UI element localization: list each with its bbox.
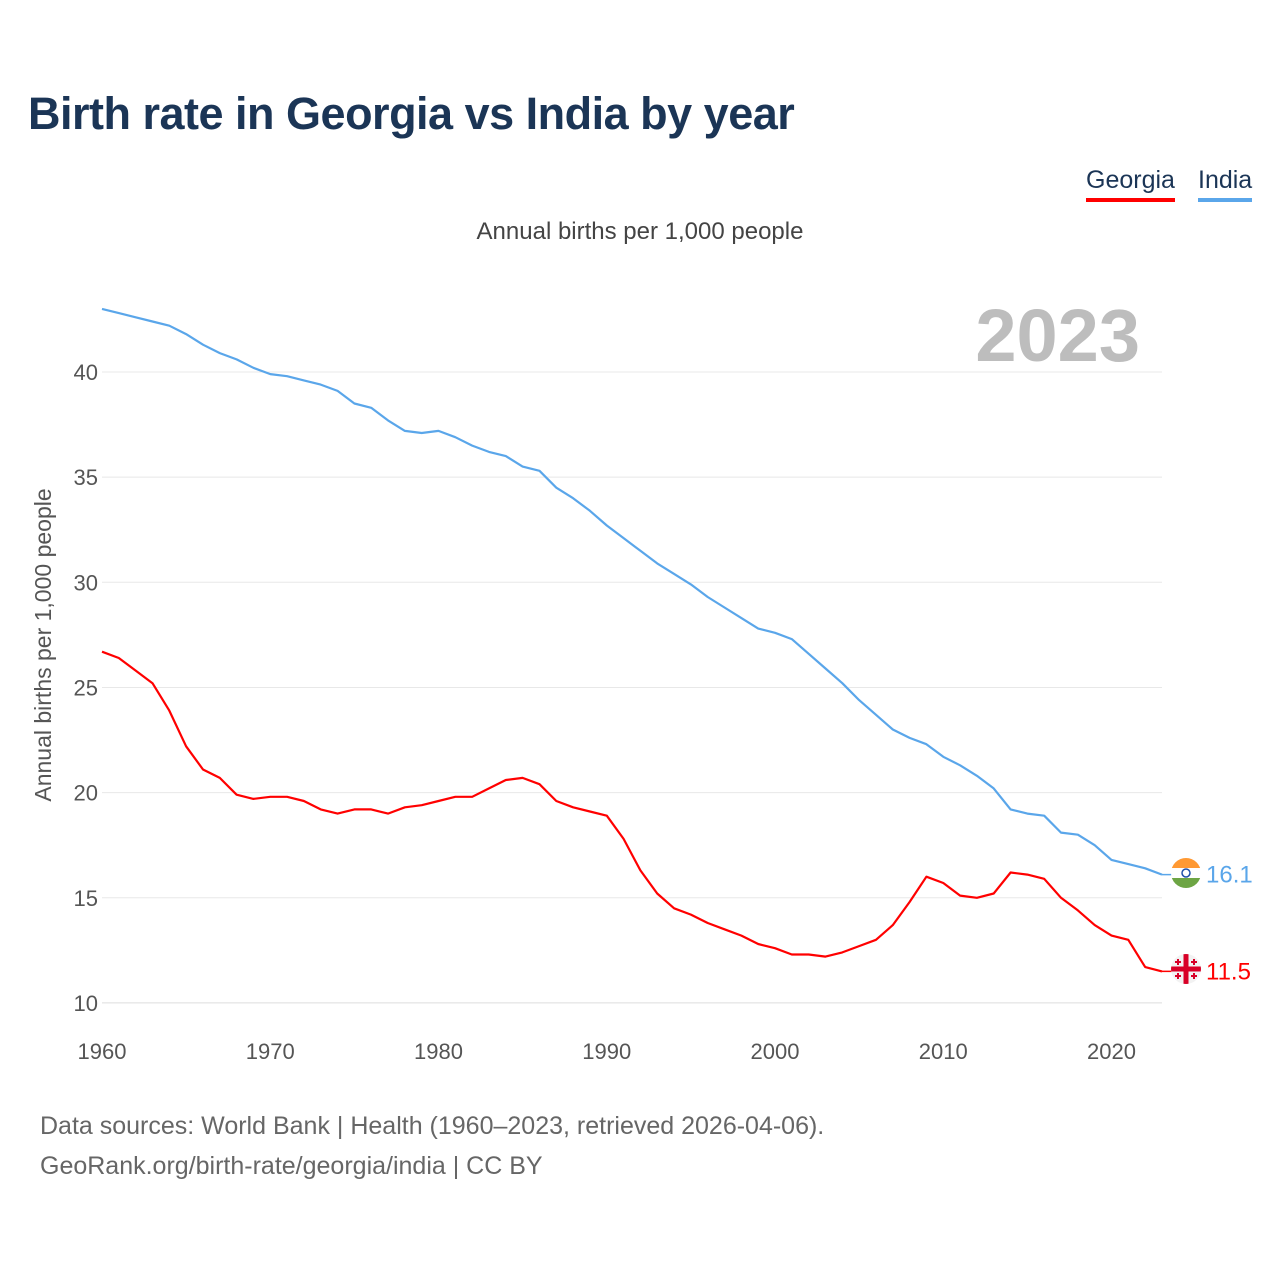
x-tick-label: 1970 xyxy=(246,1039,295,1064)
y-tick-label: 30 xyxy=(74,570,98,595)
y-tick-label: 10 xyxy=(74,991,98,1016)
end-label-georgia: 11.5 xyxy=(1206,958,1251,985)
chart-title: Birth rate in Georgia vs India by year xyxy=(28,88,795,139)
year-badge: 2023 xyxy=(975,294,1140,377)
data-sources: Data sources: World Bank | Health (1960–… xyxy=(40,1106,824,1186)
india-flag-icon xyxy=(1171,858,1201,888)
x-tick-label: 2010 xyxy=(919,1039,968,1064)
legend-india[interactable]: India xyxy=(1198,166,1253,202)
x-tick-label: 2000 xyxy=(751,1039,800,1064)
x-tick-label: 1960 xyxy=(78,1039,127,1064)
x-tick-label: 1980 xyxy=(414,1039,463,1064)
sources-line-1: Data sources: World Bank | Health (1960–… xyxy=(40,1112,825,1140)
sources-line-2[interactable]: GeoRank.org/birth-rate/georgia/india | C… xyxy=(40,1152,543,1180)
end-label-india: 16.1 xyxy=(1206,862,1253,889)
x-tick-label: 2020 xyxy=(1087,1039,1136,1064)
y-tick-label: 40 xyxy=(74,360,98,385)
chart-subtitle: Annual births per 1,000 people xyxy=(476,218,804,245)
georgia-flag-icon xyxy=(1171,954,1201,984)
y-tick-label: 15 xyxy=(74,886,98,911)
series-line-georgia xyxy=(101,650,1163,973)
y-tick-label: 35 xyxy=(74,465,98,490)
y-axis-label: Annual births per 1,000 people xyxy=(30,488,56,801)
x-tick-label: 1990 xyxy=(582,1039,631,1064)
y-tick-label: 20 xyxy=(74,781,98,806)
y-tick-label: 25 xyxy=(74,675,98,700)
legend-georgia[interactable]: Georgia xyxy=(1086,166,1175,202)
series-line-india xyxy=(101,307,1163,876)
